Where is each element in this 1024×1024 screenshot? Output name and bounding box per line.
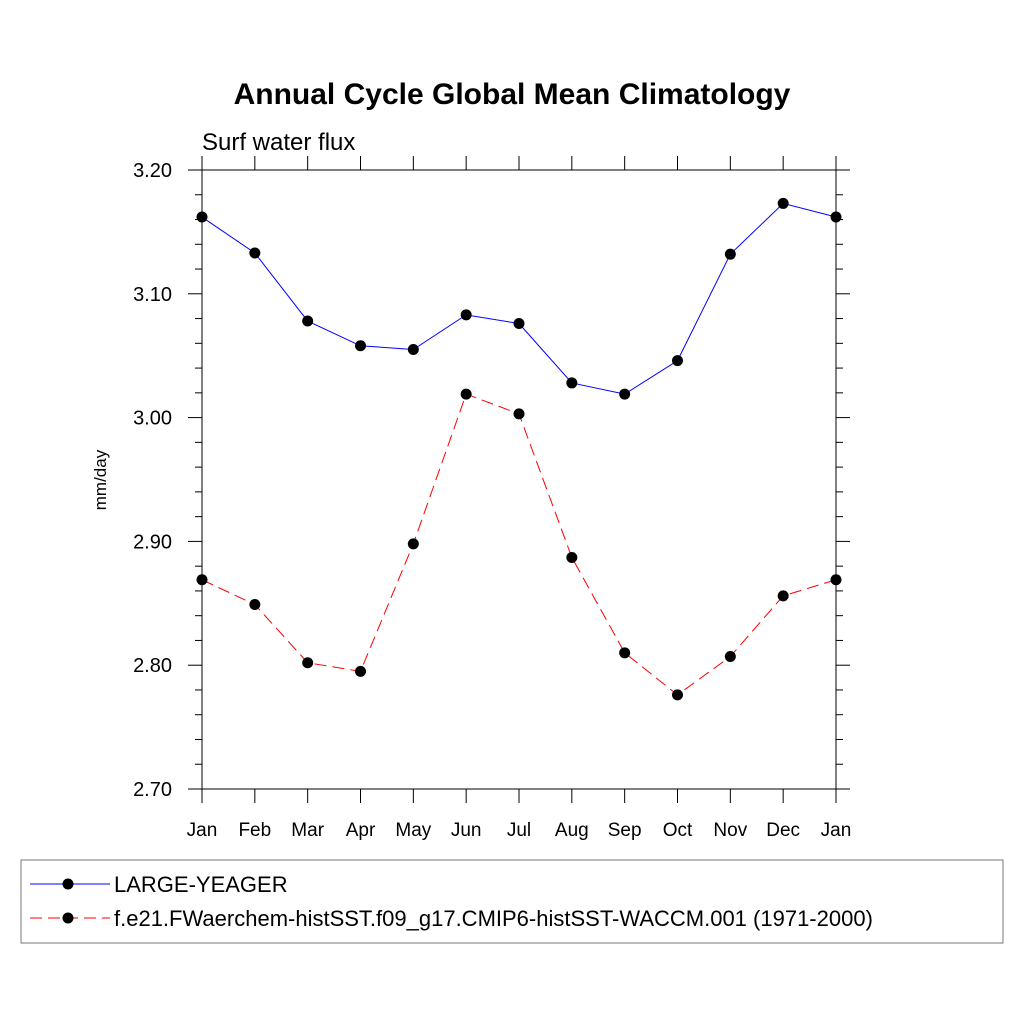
chart-title: Annual Cycle Global Mean Climatology xyxy=(234,78,791,111)
data-point xyxy=(460,388,472,400)
data-point xyxy=(672,355,683,367)
series-line xyxy=(201,393,837,696)
legend-entry-2: f.e21.FWaerchem-histSST.f09_g17.CMIP6-hi… xyxy=(30,906,873,931)
series-1 xyxy=(196,197,842,400)
data-point xyxy=(249,599,261,611)
x-tick-label: Aug xyxy=(555,820,589,841)
data-point xyxy=(302,657,314,669)
legend-label: LARGE-YEAGER xyxy=(114,872,288,897)
y-tick-label: 3.00 xyxy=(133,408,172,430)
legend-marker xyxy=(62,912,74,924)
x-tick-label: Nov xyxy=(713,820,747,841)
data-point xyxy=(407,538,419,550)
x-tick-label: Sep xyxy=(608,820,642,841)
plot-frame xyxy=(201,169,837,790)
data-point xyxy=(619,388,631,400)
data-point xyxy=(513,408,525,420)
data-point xyxy=(460,309,472,321)
data-point xyxy=(777,197,789,209)
data-point xyxy=(724,248,736,260)
data-point xyxy=(302,315,314,327)
data-point xyxy=(196,211,208,223)
data-point xyxy=(196,574,208,586)
data-point xyxy=(513,318,525,330)
series-2 xyxy=(196,388,842,701)
data-point xyxy=(249,247,261,259)
legend-entry-1: LARGE-YEAGER xyxy=(30,872,288,897)
x-tick-label: Jan xyxy=(187,820,218,841)
data-point xyxy=(355,340,366,352)
y-tick-label: 2.70 xyxy=(133,779,172,801)
data-point xyxy=(619,647,631,659)
x-tick-label: Jul xyxy=(507,820,531,841)
data-point xyxy=(777,590,789,602)
x-tick-label: Jun xyxy=(451,820,482,841)
x-tick-label: Jan xyxy=(821,820,852,841)
legend-label: f.e21.FWaerchem-histSST.f09_g17.CMIP6-hi… xyxy=(114,906,873,931)
x-tick-label: Feb xyxy=(238,820,271,841)
plot-axes: 2.70 2.80 2.90 3.00 3.10 3.20 Jan Feb Mar Apr May J… xyxy=(133,156,851,841)
x-tick-label: Apr xyxy=(346,820,376,841)
y-tick-label: 2.80 xyxy=(133,655,172,677)
legend-box xyxy=(20,859,1004,944)
y-axis-label: mm/day xyxy=(91,449,110,510)
data-point xyxy=(830,211,842,223)
x-tick-label: Mar xyxy=(291,820,324,841)
data-point xyxy=(355,665,366,677)
data-point xyxy=(724,651,736,663)
series-line xyxy=(201,202,837,395)
data-point xyxy=(407,344,419,356)
data-point xyxy=(566,551,578,563)
x-tick-label: Oct xyxy=(663,820,693,841)
y-tick-label: 3.10 xyxy=(133,284,172,306)
legend: LARGE-YEAGER f.e21.FWaerchem-histSST.f09_… xyxy=(30,872,873,931)
y-tick-label: 3.20 xyxy=(133,160,172,182)
x-tick-label: Dec xyxy=(766,820,800,841)
data-point xyxy=(830,574,842,586)
data-point xyxy=(566,377,578,389)
y-tick-label: 2.90 xyxy=(133,531,172,553)
legend-marker xyxy=(62,878,74,890)
data-point xyxy=(672,689,683,701)
x-tick-label: May xyxy=(395,820,431,841)
chart-subtitle: Surf water flux xyxy=(202,129,355,156)
series-layer xyxy=(196,197,842,701)
